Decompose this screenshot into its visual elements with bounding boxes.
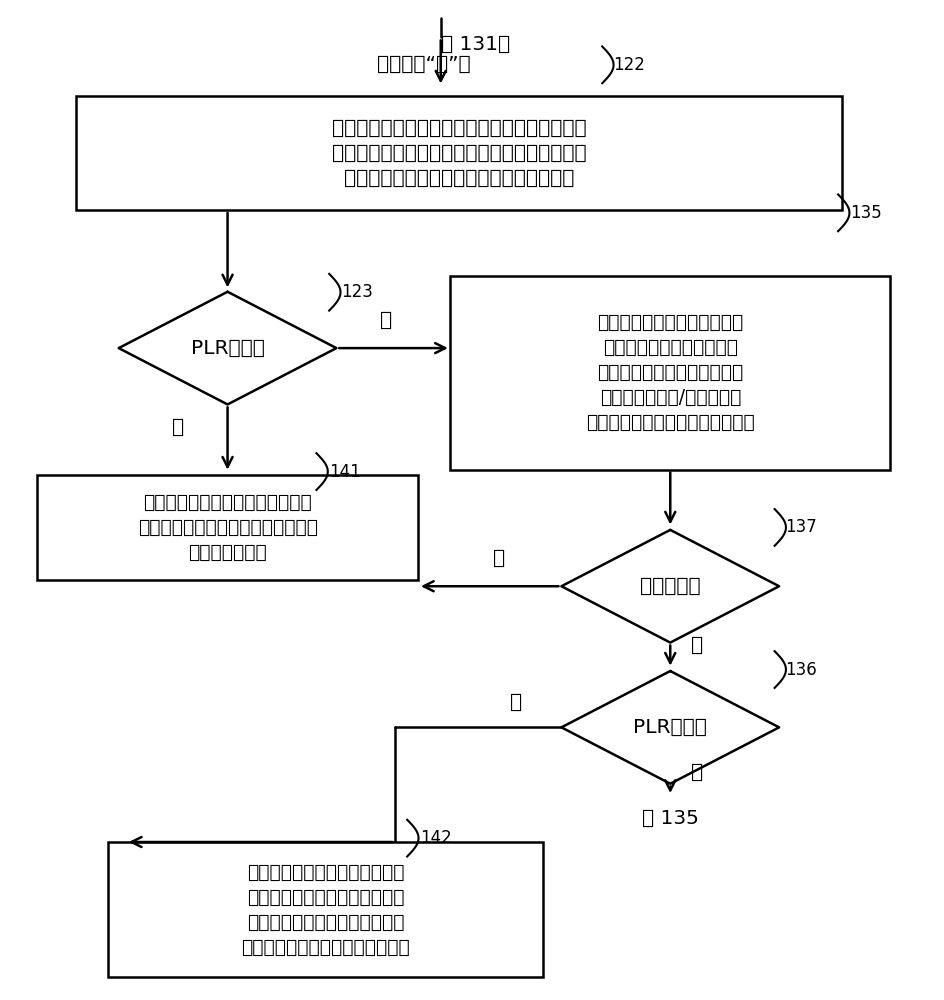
FancyBboxPatch shape	[37, 475, 417, 580]
Text: 确定在将部分物理层资源分配给调整后的波束的
传输范围内的一个或多个无线设备的第一集合和
第二集合之后是否仍有部分物理层资源可用: 确定在将部分物理层资源分配给调整后的波束的 传输范围内的一个或多个无线设备的第一…	[331, 119, 585, 188]
Text: 进一步调整先前调整的波束，
使得不在先前调整的波束的
传输范围内的一个或多个附加
无线设备的第三/扩展集合在
进一步调整后的波束的传输范围内: 进一步调整先前调整的波束， 使得不在先前调整的波束的 传输范围内的一个或多个附加…	[585, 313, 754, 432]
Text: 135: 135	[849, 204, 881, 222]
Text: 141: 141	[329, 463, 361, 481]
Text: PLR可用？: PLR可用？	[191, 339, 264, 358]
FancyBboxPatch shape	[108, 842, 543, 977]
Text: 142: 142	[419, 829, 451, 847]
Text: 波束满足？: 波束满足？	[639, 577, 700, 596]
Text: 137: 137	[784, 518, 817, 536]
Text: 是: 是	[691, 763, 702, 782]
Text: 是: 是	[691, 636, 702, 655]
Text: 使用调整后的波束来调度网络节点
与第一无线设备集合和第二无线设备
集合之间的传输: 使用调整后的波束来调度网络节点 与第一无线设备集合和第二无线设备 集合之间的传输	[138, 493, 317, 562]
Text: 136: 136	[784, 661, 817, 679]
Text: 否: 否	[492, 549, 504, 568]
Text: 否: 否	[510, 693, 521, 712]
Text: 122: 122	[613, 56, 645, 74]
FancyBboxPatch shape	[76, 96, 841, 210]
Text: 否: 否	[172, 418, 183, 437]
Polygon shape	[561, 530, 778, 643]
Text: 接 131，: 接 131，	[440, 35, 510, 54]
Text: 是: 是	[379, 311, 392, 330]
Text: 当判断为“是”时: 当判断为“是”时	[377, 55, 470, 74]
Text: 至 135: 至 135	[641, 809, 698, 828]
Polygon shape	[561, 671, 778, 784]
Text: 123: 123	[341, 283, 373, 301]
FancyBboxPatch shape	[449, 276, 889, 470]
Text: PLR可用？: PLR可用？	[632, 718, 706, 737]
Polygon shape	[119, 292, 336, 404]
Text: 使用进一步调整后的波束来调度
网络节点与第一无线设备集合、
第二无线设备集合和第三（最新
扩展的）无线设备集合之间的传输: 使用进一步调整后的波束来调度 网络节点与第一无线设备集合、 第二无线设备集合和第…	[241, 863, 410, 957]
